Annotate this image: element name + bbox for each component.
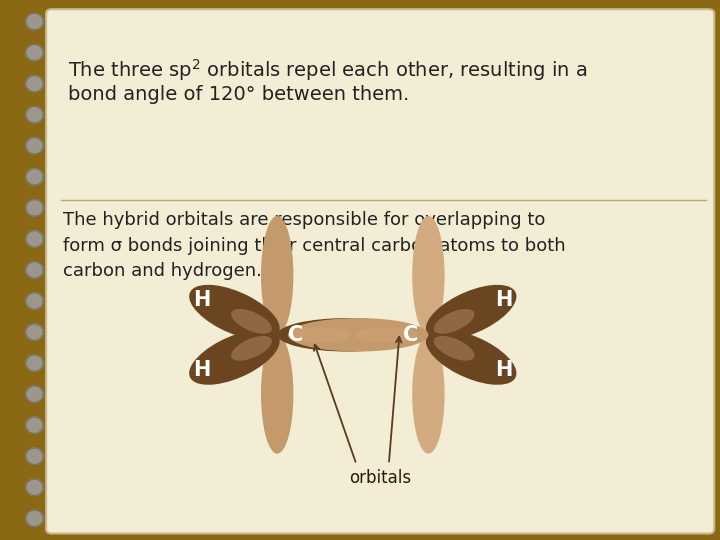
Polygon shape bbox=[26, 480, 43, 495]
Ellipse shape bbox=[189, 285, 279, 340]
Ellipse shape bbox=[288, 318, 428, 352]
Polygon shape bbox=[26, 510, 43, 526]
Text: H: H bbox=[193, 360, 210, 380]
Polygon shape bbox=[26, 448, 43, 464]
Polygon shape bbox=[26, 76, 43, 92]
Text: form σ bonds joining their central carbon atoms to both: form σ bonds joining their central carbo… bbox=[63, 237, 566, 254]
Text: C: C bbox=[402, 325, 418, 345]
Polygon shape bbox=[26, 293, 43, 309]
Text: orbitals: orbitals bbox=[349, 469, 411, 487]
Polygon shape bbox=[26, 200, 43, 216]
Text: The hybrid orbitals are responsible for overlapping to: The hybrid orbitals are responsible for … bbox=[63, 211, 546, 228]
Polygon shape bbox=[26, 262, 43, 278]
Ellipse shape bbox=[412, 216, 444, 335]
Ellipse shape bbox=[412, 335, 444, 454]
Polygon shape bbox=[26, 386, 43, 402]
Polygon shape bbox=[26, 324, 43, 340]
Text: carbon and hydrogen.: carbon and hydrogen. bbox=[63, 262, 262, 280]
Ellipse shape bbox=[433, 336, 474, 361]
Ellipse shape bbox=[261, 216, 294, 335]
Text: H: H bbox=[193, 289, 210, 310]
Polygon shape bbox=[26, 138, 43, 154]
FancyBboxPatch shape bbox=[46, 9, 714, 534]
Text: H: H bbox=[495, 289, 513, 310]
Polygon shape bbox=[26, 14, 43, 30]
Text: H: H bbox=[495, 360, 513, 380]
Ellipse shape bbox=[231, 309, 272, 334]
Text: bond angle of 120° between them.: bond angle of 120° between them. bbox=[68, 85, 410, 104]
Ellipse shape bbox=[189, 330, 279, 385]
Ellipse shape bbox=[426, 330, 516, 385]
Text: The three sp$^2$ orbitals repel each other, resulting in a: The three sp$^2$ orbitals repel each oth… bbox=[68, 57, 588, 83]
Polygon shape bbox=[26, 231, 43, 247]
Polygon shape bbox=[26, 45, 43, 60]
Polygon shape bbox=[26, 169, 43, 185]
Polygon shape bbox=[26, 355, 43, 371]
Ellipse shape bbox=[231, 336, 272, 361]
Ellipse shape bbox=[355, 327, 418, 342]
Polygon shape bbox=[26, 417, 43, 433]
Ellipse shape bbox=[433, 309, 474, 334]
Ellipse shape bbox=[426, 285, 516, 340]
Ellipse shape bbox=[277, 318, 418, 352]
Ellipse shape bbox=[288, 327, 351, 342]
Text: C: C bbox=[287, 325, 303, 345]
Polygon shape bbox=[26, 107, 43, 123]
Ellipse shape bbox=[261, 335, 294, 454]
